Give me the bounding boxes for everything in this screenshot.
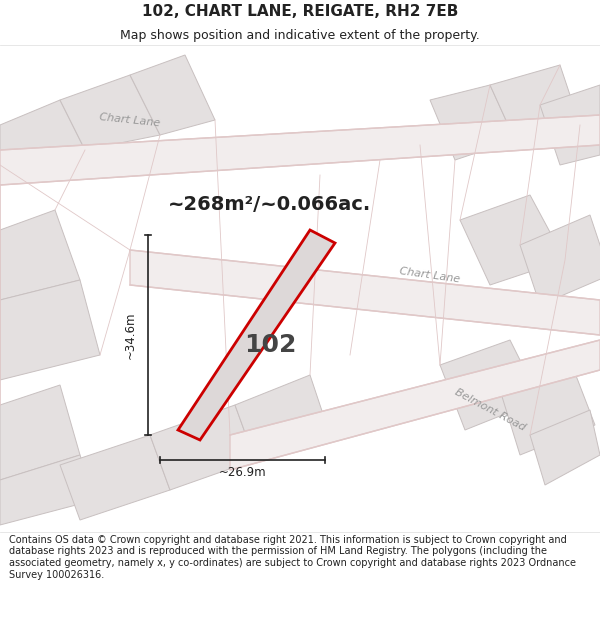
Text: Belmont Road: Belmont Road [453, 387, 527, 433]
Text: Map shows position and indicative extent of the property.: Map shows position and indicative extent… [120, 29, 480, 42]
Text: Chart Lane: Chart Lane [399, 266, 461, 284]
Polygon shape [0, 210, 80, 300]
Text: ~26.9m: ~26.9m [218, 466, 266, 479]
Polygon shape [500, 360, 595, 455]
Text: ~268m²/~0.066ac.: ~268m²/~0.066ac. [169, 196, 371, 214]
Text: ~34.6m: ~34.6m [124, 311, 137, 359]
Polygon shape [230, 340, 600, 470]
Polygon shape [235, 375, 330, 460]
Polygon shape [0, 115, 600, 185]
Polygon shape [460, 195, 565, 285]
Polygon shape [430, 85, 515, 160]
Polygon shape [0, 280, 100, 380]
Text: Chart Lane: Chart Lane [99, 112, 161, 128]
Polygon shape [440, 340, 540, 430]
Polygon shape [0, 100, 85, 180]
Polygon shape [0, 455, 95, 525]
Polygon shape [60, 75, 160, 150]
Polygon shape [540, 85, 600, 165]
Polygon shape [0, 385, 80, 480]
Polygon shape [490, 65, 580, 140]
Polygon shape [520, 215, 600, 305]
Polygon shape [178, 230, 335, 440]
Polygon shape [530, 410, 600, 485]
Text: 102, CHART LANE, REIGATE, RH2 7EB: 102, CHART LANE, REIGATE, RH2 7EB [142, 4, 458, 19]
Text: Contains OS data © Crown copyright and database right 2021. This information is : Contains OS data © Crown copyright and d… [9, 535, 576, 579]
Polygon shape [60, 435, 170, 520]
Polygon shape [130, 250, 600, 335]
Polygon shape [150, 405, 255, 490]
Text: 102: 102 [244, 333, 296, 357]
Polygon shape [130, 55, 215, 135]
